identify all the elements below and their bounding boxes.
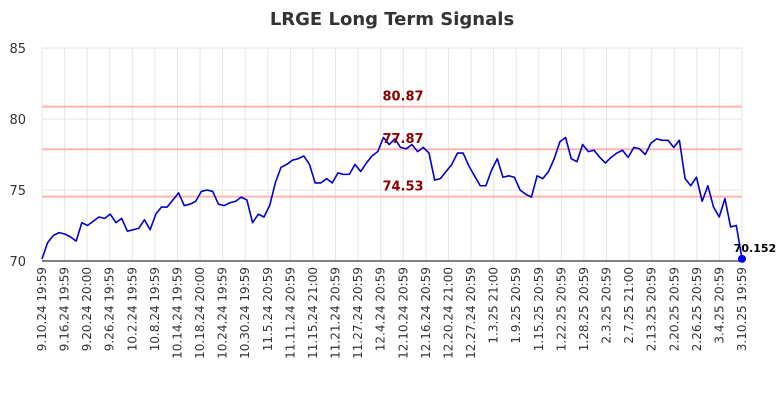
- x-tick-label: 12.27.24 20:59: [464, 267, 478, 359]
- x-tick-label: 2.20.25 20:59: [667, 267, 681, 351]
- x-tick-label: 2.26.25 20:59: [690, 267, 704, 351]
- x-tick-label: 11.15.24 21:00: [306, 267, 320, 359]
- axes: 70 75 80 85 9.10.24 19:59 9.16.24 19:59 9.20.2…: [9, 42, 749, 359]
- y-tick-label: 80: [9, 113, 26, 128]
- x-tick-label: 1.22.25 20:59: [554, 267, 568, 351]
- signal-line-label: 80.87: [382, 90, 423, 105]
- chart-title: LRGE Long Term Signals: [270, 9, 514, 30]
- y-tick-label: 75: [9, 184, 26, 199]
- x-tick-label: 12.4.24 20:59: [374, 267, 388, 351]
- x-tick-label: 3.4.25 20:59: [712, 267, 726, 344]
- series-line: [41, 136, 743, 260]
- x-tick-label: 11.5.24 20:59: [261, 267, 275, 351]
- last-value-label: 70.152: [734, 242, 776, 255]
- signal-line-label: 74.53: [382, 180, 423, 195]
- x-tick-label: 1.15.25 20:59: [532, 267, 546, 351]
- x-tick-label: 9.26.24 19:59: [103, 267, 117, 351]
- signal-line-label: 77.87: [382, 132, 423, 147]
- x-tick-label: 9.20.24 20:00: [80, 267, 94, 351]
- x-tick-label: 1.28.25 20:59: [577, 267, 591, 351]
- series: [41, 136, 746, 263]
- x-tick-label: 10.8.24 19:59: [148, 267, 162, 351]
- x-tick-label: 10.24.24 19:59: [216, 267, 230, 359]
- x-tick-label: 10.14.24 19:59: [170, 267, 184, 359]
- x-tick-label: 12.16.24 20:59: [419, 267, 433, 359]
- x-tick-label: 12.20.24 21:00: [441, 267, 455, 359]
- x-tick-label: 10.30.24 19:59: [238, 267, 252, 359]
- x-tick-label: 2.13.25 20:59: [645, 267, 659, 351]
- x-tick-label: 2.7.25 21:00: [622, 267, 636, 344]
- y-tick-label: 85: [9, 42, 26, 57]
- x-tick-label: 10.2.24 19:59: [125, 267, 139, 351]
- signal-lines: [42, 105, 742, 198]
- x-tick-label: 11.27.24 20:59: [351, 267, 365, 359]
- x-tick-label: 12.10.24 20:59: [396, 267, 410, 359]
- x-tick-label: 9.16.24 19:59: [58, 267, 72, 351]
- x-tick-label: 10.18.24 20:00: [193, 267, 207, 359]
- x-tick-label: 3.10.25 19:59: [735, 267, 749, 351]
- x-tick-label: 1.3.25 21:00: [487, 267, 501, 344]
- labels: 80.87 77.87 74.53 70.152: [382, 90, 776, 255]
- x-tick-label: 11.11.24 20:59: [283, 267, 297, 359]
- y-tick-label: 70: [9, 255, 26, 270]
- x-tick-label: 1.9.25 20:59: [509, 267, 523, 344]
- x-tick-label: 2.3.25 20:59: [600, 267, 614, 344]
- last-point-marker: [738, 254, 746, 263]
- x-tick-label: 9.10.24 19:59: [35, 267, 49, 351]
- grid: [41, 47, 743, 262]
- x-tick-label: 11.21.24 20:59: [329, 267, 343, 359]
